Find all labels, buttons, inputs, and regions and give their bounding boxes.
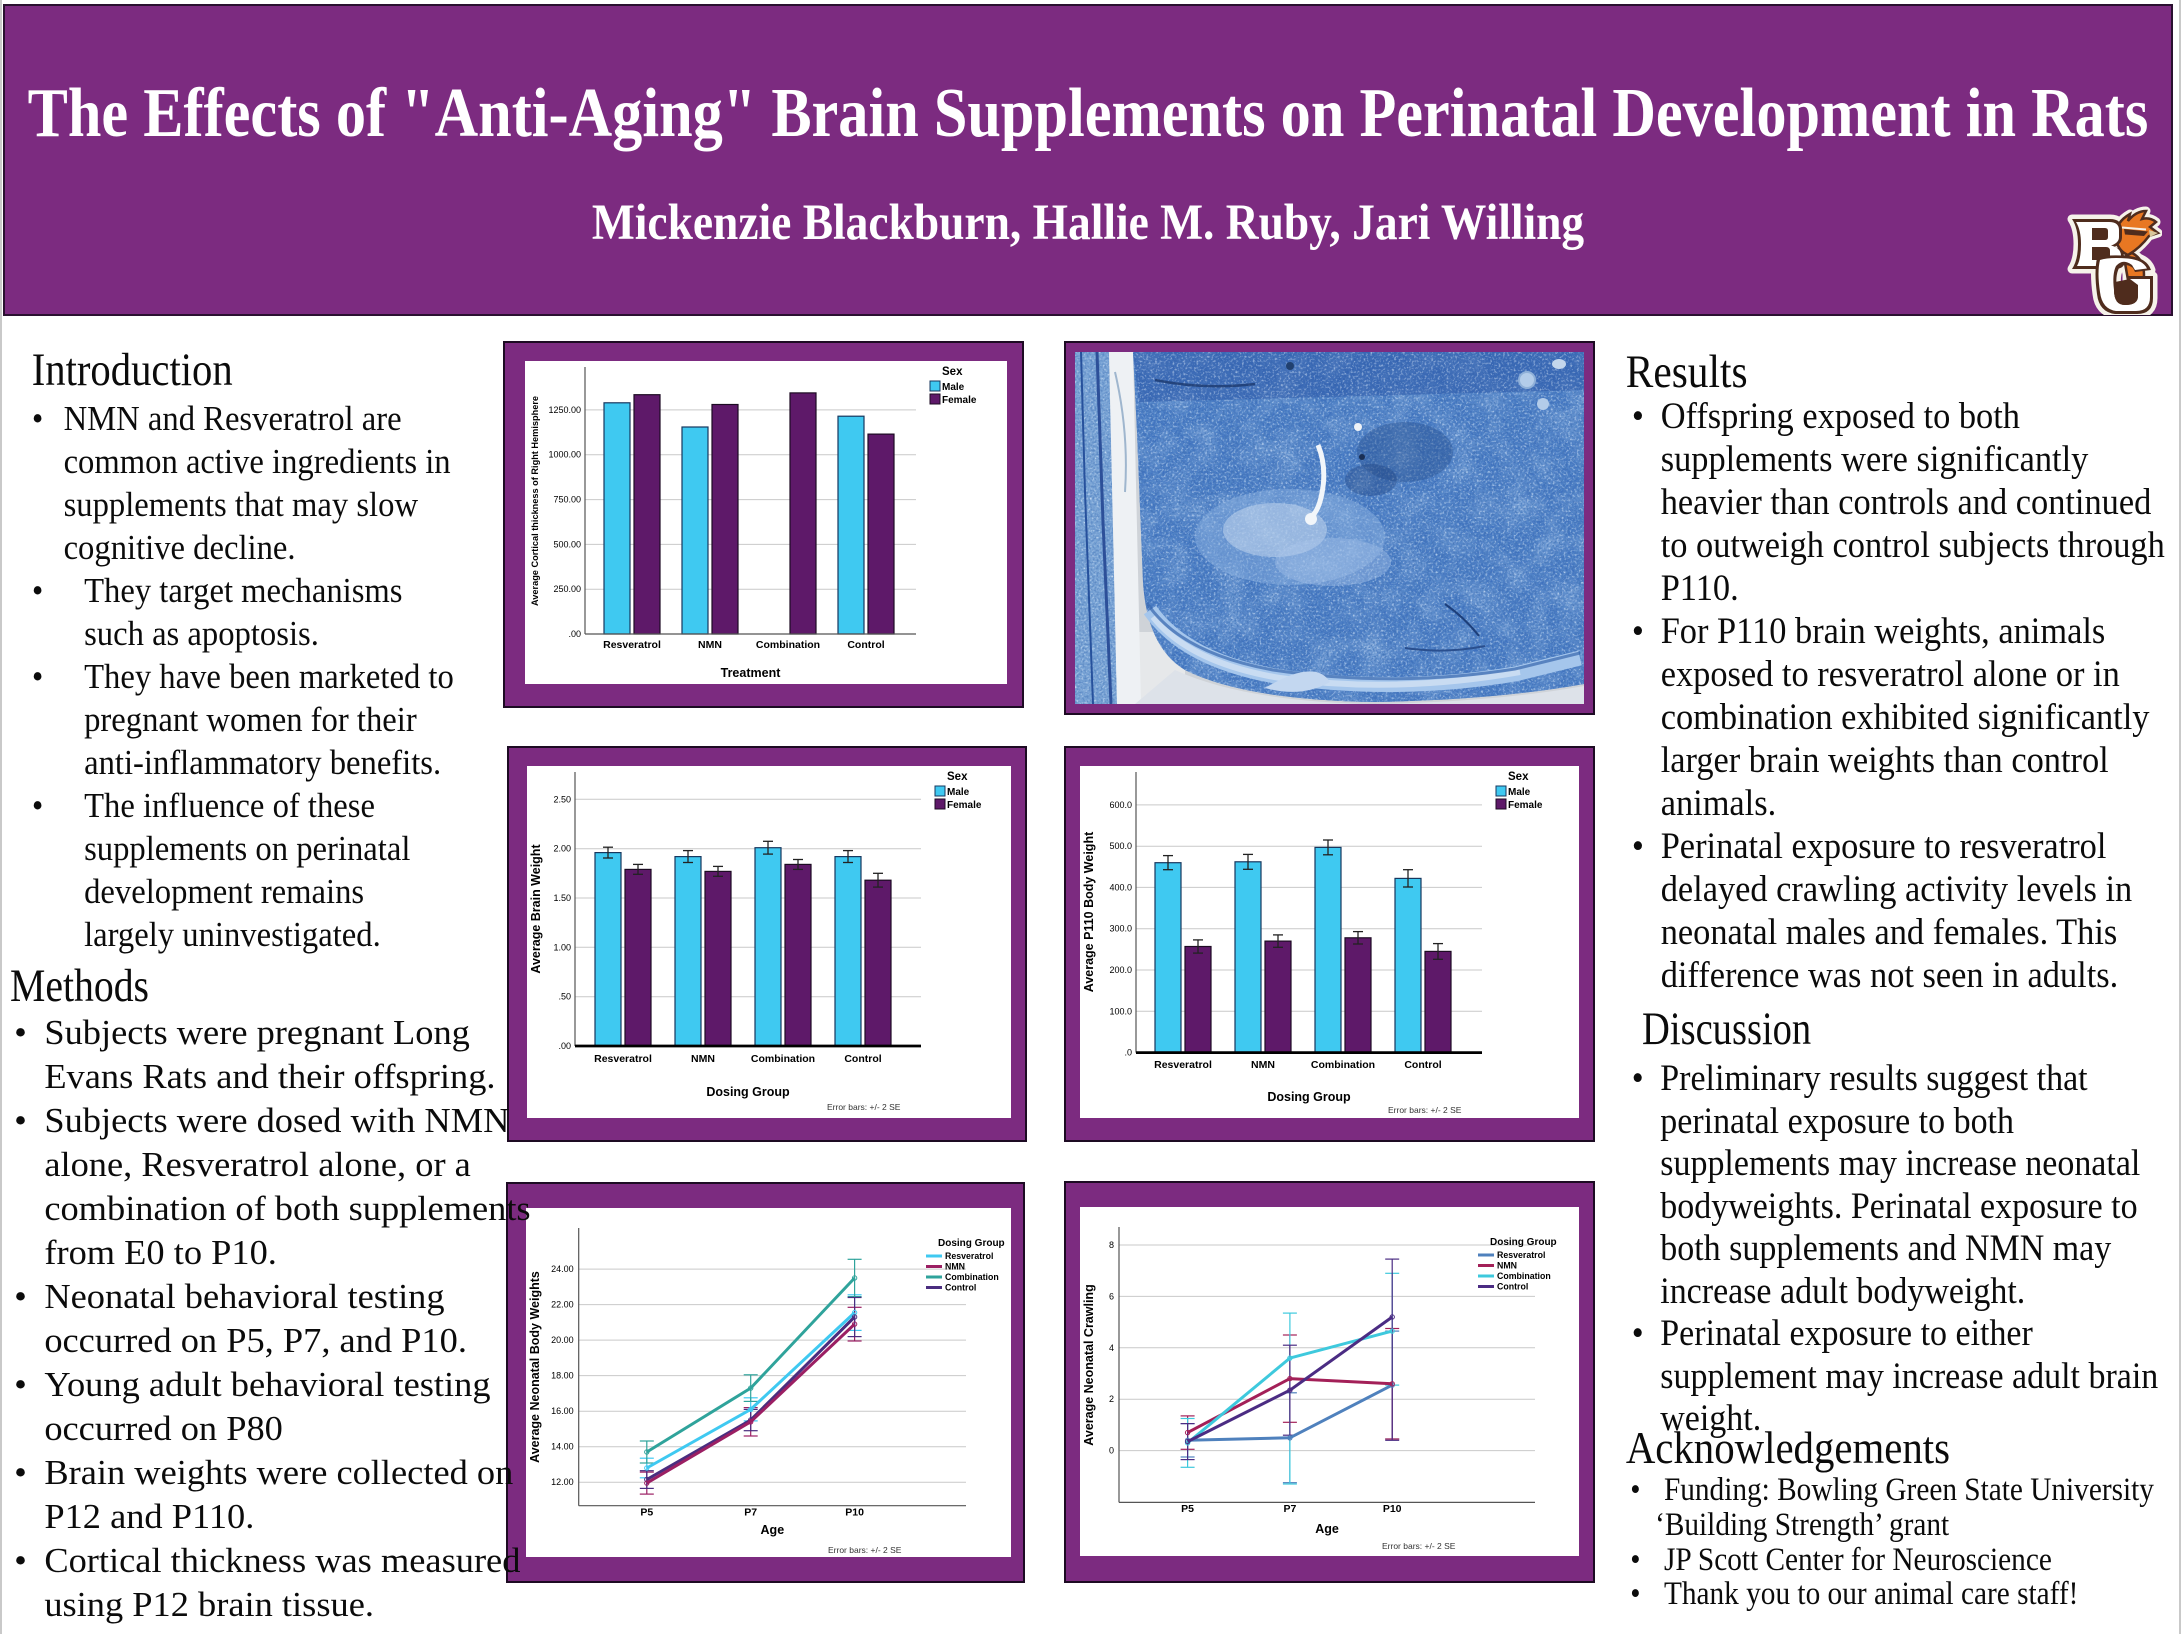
svg-text:P7: P7 [744,1507,757,1519]
svg-text:Female: Female [947,800,982,811]
svg-text:1.50: 1.50 [553,893,571,903]
svg-text:1.00: 1.00 [553,942,571,952]
svg-text:Average Brain Weight: Average Brain Weight [529,844,543,974]
svg-text:NMN: NMN [698,639,722,651]
svg-text:Control: Control [945,1283,976,1293]
svg-text:Female: Female [1508,800,1543,811]
svg-text:Combination: Combination [945,1272,999,1282]
svg-text:2.00: 2.00 [553,844,571,854]
svg-text:NMN: NMN [1251,1059,1275,1071]
svg-text:22.00: 22.00 [551,1300,574,1310]
svg-text:.00: .00 [568,629,581,639]
svg-text:1250.00: 1250.00 [548,405,581,415]
svg-text:Control: Control [847,639,884,651]
svg-text:Female: Female [942,395,977,406]
svg-text:Resveratrol: Resveratrol [594,1053,652,1065]
svg-text:Age: Age [1315,1522,1339,1536]
svg-text:Control: Control [1404,1059,1441,1071]
svg-text:4: 4 [1109,1343,1114,1353]
svg-text:6: 6 [1109,1291,1114,1301]
svg-text:20.00: 20.00 [551,1335,574,1345]
svg-text:.50: .50 [558,992,571,1002]
svg-text:2.50: 2.50 [553,794,571,804]
svg-text:P5: P5 [1181,1503,1194,1515]
svg-text:Average Neonatal Crawling: Average Neonatal Crawling [1082,1284,1096,1445]
svg-text:Sex: Sex [1508,771,1529,783]
svg-text:Resveratrol: Resveratrol [1154,1059,1212,1071]
svg-text:Error bars: +/- 2 SE: Error bars: +/- 2 SE [828,1545,902,1555]
svg-text:2: 2 [1109,1394,1114,1404]
svg-text:400.0: 400.0 [1109,882,1132,892]
svg-text:Average Neonatal Body Weights: Average Neonatal Body Weights [528,1271,542,1463]
svg-text:750.00: 750.00 [553,495,581,505]
svg-text:Dosing Group: Dosing Group [1267,1090,1351,1104]
svg-text:Combination: Combination [1497,1271,1551,1281]
svg-text:300.0: 300.0 [1109,924,1132,934]
svg-text:500.0: 500.0 [1109,841,1132,851]
svg-text:1000.00: 1000.00 [548,450,581,460]
svg-text:Male: Male [1508,787,1531,798]
svg-text:12.00: 12.00 [551,1477,574,1487]
svg-text:Combination: Combination [756,639,820,651]
svg-text:Control: Control [844,1053,881,1065]
svg-text:NMN: NMN [1497,1261,1517,1271]
svg-text:P5: P5 [640,1507,653,1519]
svg-text:Average P110 Body Weight: Average P110 Body Weight [1082,831,1096,992]
svg-text:24.00: 24.00 [551,1264,574,1274]
svg-text:500.00: 500.00 [553,539,581,549]
svg-text:Sex: Sex [942,366,963,378]
svg-text:Average Cortical thickness of: Average Cortical thickness of Right Hemi… [530,396,540,606]
svg-text:Error bars: +/- 2 SE: Error bars: +/- 2 SE [1382,1541,1456,1551]
svg-text:.00: .00 [558,1041,571,1051]
svg-text:16.00: 16.00 [551,1406,574,1416]
svg-text:Combination: Combination [751,1053,815,1065]
svg-text:Dosing Group: Dosing Group [706,1085,790,1099]
svg-text:Resveratrol: Resveratrol [945,1251,993,1261]
svg-text:Male: Male [942,382,965,393]
svg-text:P10: P10 [1383,1503,1402,1515]
svg-text:NMN: NMN [945,1262,965,1272]
svg-text:P10: P10 [845,1507,864,1519]
svg-text:Dosing Group: Dosing Group [938,1238,1005,1249]
svg-text:18.00: 18.00 [551,1371,574,1381]
svg-text:Treatment: Treatment [721,666,782,680]
svg-text:Control: Control [1497,1282,1528,1292]
svg-text:Resveratrol: Resveratrol [1497,1250,1545,1260]
svg-text:600.0: 600.0 [1109,800,1132,810]
svg-text:8: 8 [1109,1240,1114,1250]
svg-text:0: 0 [1109,1446,1114,1456]
svg-text:Dosing Group: Dosing Group [1490,1237,1557,1248]
svg-text:Combination: Combination [1311,1059,1375,1071]
svg-text:P7: P7 [1283,1503,1296,1515]
svg-text:Male: Male [947,787,970,798]
svg-text:14.00: 14.00 [551,1442,574,1452]
svg-text:200.0: 200.0 [1109,965,1132,975]
svg-text:Age: Age [761,1523,785,1537]
svg-text:Error bars: +/- 2 SE: Error bars: +/- 2 SE [827,1102,901,1112]
svg-text:100.0: 100.0 [1109,1006,1132,1016]
svg-text:Error bars: +/- 2 SE: Error bars: +/- 2 SE [1388,1105,1462,1115]
svg-text:.0: .0 [1124,1048,1132,1058]
svg-text:NMN: NMN [691,1053,715,1065]
svg-text:Sex: Sex [947,771,968,783]
svg-text:250.00: 250.00 [553,584,581,594]
svg-text:Resveratrol: Resveratrol [603,639,661,651]
